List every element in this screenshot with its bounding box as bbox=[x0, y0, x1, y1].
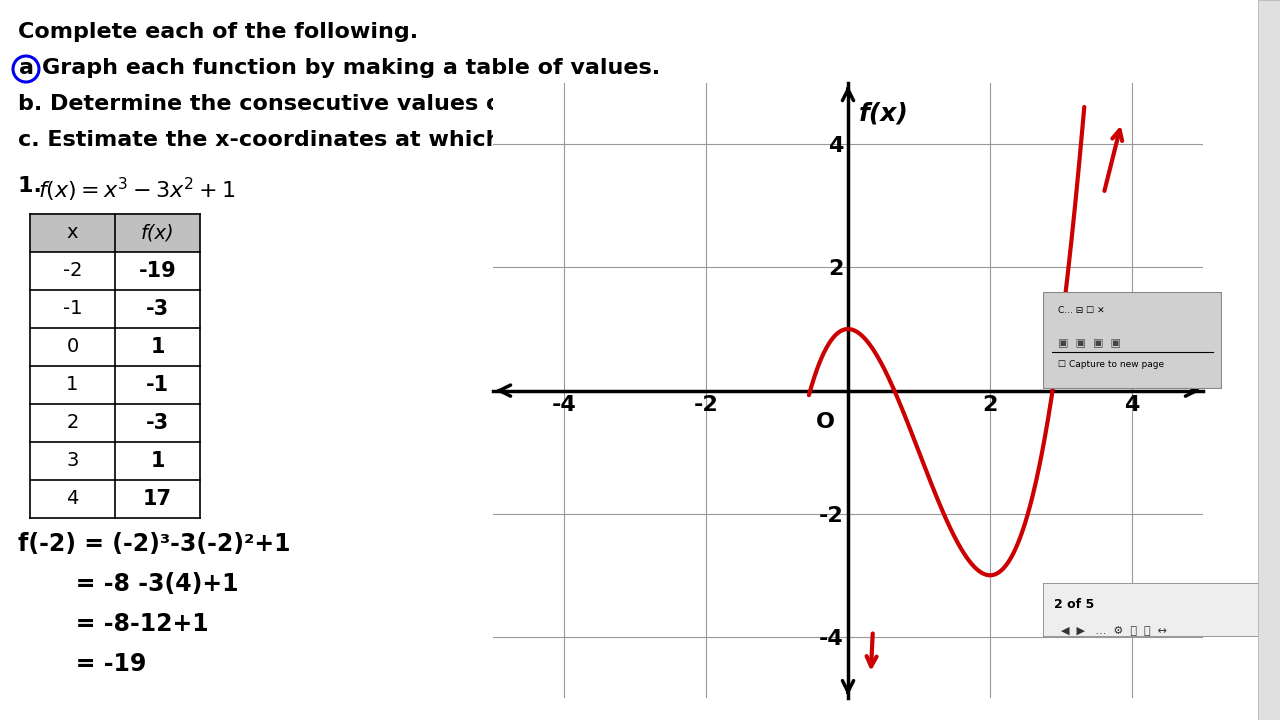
Text: ☐ Capture to new page: ☐ Capture to new page bbox=[1057, 359, 1164, 369]
Text: 1: 1 bbox=[150, 451, 165, 471]
Text: -2: -2 bbox=[63, 261, 82, 281]
Text: -3: -3 bbox=[146, 299, 169, 319]
Text: 17: 17 bbox=[143, 489, 172, 509]
Bar bbox=[29, 214, 200, 252]
Text: = -8 -3(4)+1: = -8 -3(4)+1 bbox=[18, 572, 238, 596]
Text: 0: 0 bbox=[67, 338, 78, 356]
Text: 2: 2 bbox=[67, 413, 78, 433]
Text: Graph each function by making a table of values.: Graph each function by making a table of… bbox=[42, 58, 660, 78]
Text: O: O bbox=[817, 412, 836, 432]
Text: f(x): f(x) bbox=[859, 102, 909, 125]
Text: Complete each of the following.: Complete each of the following. bbox=[18, 22, 419, 42]
Text: 1.: 1. bbox=[18, 176, 50, 196]
Text: x: x bbox=[67, 223, 78, 243]
Text: $f(x) = x^3 - 3x^2 + 1$: $f(x) = x^3 - 3x^2 + 1$ bbox=[38, 176, 236, 204]
Text: 2 of 5: 2 of 5 bbox=[1055, 598, 1094, 611]
Text: 4: 4 bbox=[67, 490, 78, 508]
Text: 3: 3 bbox=[67, 451, 78, 470]
Text: f(-2) = (-2)³-3(-2)²+1: f(-2) = (-2)³-3(-2)²+1 bbox=[18, 532, 291, 556]
Text: c. Estimate the x-coordinates at which the relative maxima and minima occur.: c. Estimate the x-coordinates at which t… bbox=[18, 130, 998, 150]
Text: -1: -1 bbox=[146, 375, 169, 395]
Text: -1: -1 bbox=[63, 300, 82, 318]
Text: = -19: = -19 bbox=[18, 652, 146, 676]
Text: -19: -19 bbox=[138, 261, 177, 281]
Text: a: a bbox=[18, 58, 33, 78]
Text: f(x): f(x) bbox=[141, 223, 174, 243]
Text: 1: 1 bbox=[150, 337, 165, 357]
Text: b. Determine the consecutive values of x between which each real zero is located: b. Determine the consecutive values of x… bbox=[18, 94, 1053, 114]
Text: ◀  ▶   ...  ⚙  📋  🖥  ↔: ◀ ▶ ... ⚙ 📋 🖥 ↔ bbox=[1061, 625, 1167, 635]
Text: = -8-12+1: = -8-12+1 bbox=[18, 612, 209, 636]
Text: 1: 1 bbox=[67, 376, 78, 395]
Text: -3: -3 bbox=[146, 413, 169, 433]
Text: x: x bbox=[1178, 345, 1193, 369]
Text: C... ⊟ ☐ ✕: C... ⊟ ☐ ✕ bbox=[1057, 306, 1105, 315]
Text: ▣  ▣  ▣  ▣: ▣ ▣ ▣ ▣ bbox=[1057, 338, 1120, 348]
